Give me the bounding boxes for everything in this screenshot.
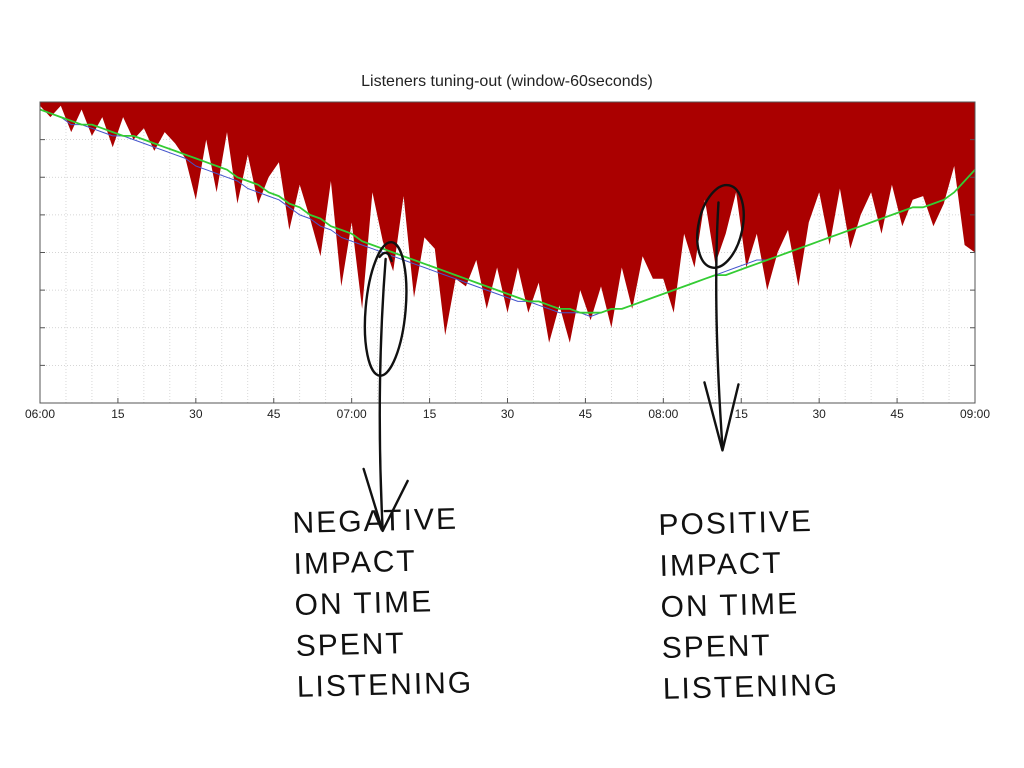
line-layer [39,108,976,317]
x-tick-label: 06:00 [25,407,55,421]
series-line-trend [39,108,976,314]
chart-title: Listeners tuning-out (window-60seconds) [361,73,653,90]
x-tick-label: 45 [890,407,904,421]
x-tick-label: 08:00 [648,407,678,421]
x-tick-label: 15 [423,407,437,421]
arrow-positive-shaft [715,201,724,449]
x-tick-label: 30 [189,407,203,421]
x-tick-label: 30 [501,407,515,421]
x-tick-label: 45 [579,407,593,421]
annotation-negative-impact: NEGATIVE IMPACT ON TIME SPENT LISTENING [292,502,474,704]
x-tick-label: 15 [735,407,749,421]
x-tick-label: 09:00 [960,407,990,421]
arrow-positive-head-icon [703,381,740,452]
arrow-negative-shaft [378,257,387,531]
circle-positive-icon [696,183,745,269]
series-area-raw [40,102,975,343]
annotation-layer [362,183,745,533]
arrow-negative-head-icon [362,467,409,533]
circle-negative-tail [378,251,393,263]
x-tick-label: 30 [812,407,826,421]
tick-layer: 06:00 15 30 45 07:00 15 30 45 08:00 15 30 45 09:00 [25,398,990,421]
x-tick-label: 15 [111,407,125,421]
fill-layer [40,102,975,343]
annotation-positive-impact: POSITIVE IMPACT ON TIME SPENT LISTENING [658,504,840,706]
x-tick-label: 45 [267,407,281,421]
x-tick-label: 07:00 [337,407,367,421]
